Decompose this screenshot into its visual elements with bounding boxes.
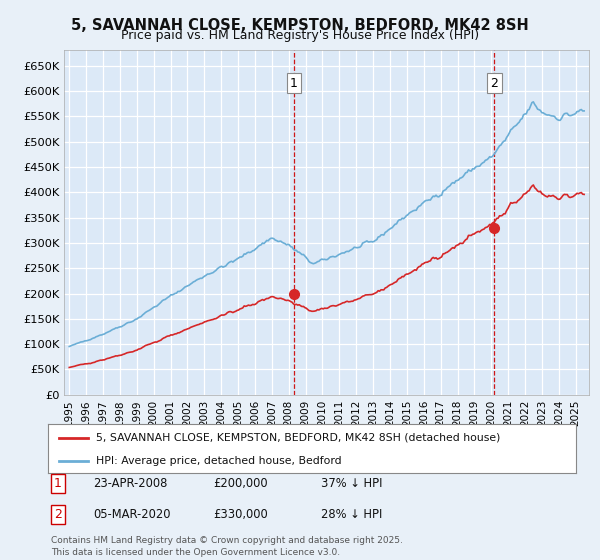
Text: 5, SAVANNAH CLOSE, KEMPSTON, BEDFORD, MK42 8SH: 5, SAVANNAH CLOSE, KEMPSTON, BEDFORD, MK… bbox=[71, 18, 529, 33]
Text: HPI: Average price, detached house, Bedford: HPI: Average price, detached house, Bedf… bbox=[95, 456, 341, 466]
Text: 5, SAVANNAH CLOSE, KEMPSTON, BEDFORD, MK42 8SH (detached house): 5, SAVANNAH CLOSE, KEMPSTON, BEDFORD, MK… bbox=[95, 433, 500, 443]
Text: 37% ↓ HPI: 37% ↓ HPI bbox=[321, 477, 383, 490]
Text: Contains HM Land Registry data © Crown copyright and database right 2025.
This d: Contains HM Land Registry data © Crown c… bbox=[51, 536, 403, 557]
Text: £200,000: £200,000 bbox=[213, 477, 268, 490]
Text: 05-MAR-2020: 05-MAR-2020 bbox=[93, 508, 170, 521]
Text: 28% ↓ HPI: 28% ↓ HPI bbox=[321, 508, 382, 521]
Text: 23-APR-2008: 23-APR-2008 bbox=[93, 477, 167, 490]
Text: 1: 1 bbox=[290, 77, 298, 90]
Text: £330,000: £330,000 bbox=[213, 508, 268, 521]
Text: 1: 1 bbox=[54, 477, 62, 490]
Text: Price paid vs. HM Land Registry's House Price Index (HPI): Price paid vs. HM Land Registry's House … bbox=[121, 29, 479, 42]
Text: 2: 2 bbox=[490, 77, 498, 90]
Text: 2: 2 bbox=[54, 508, 62, 521]
